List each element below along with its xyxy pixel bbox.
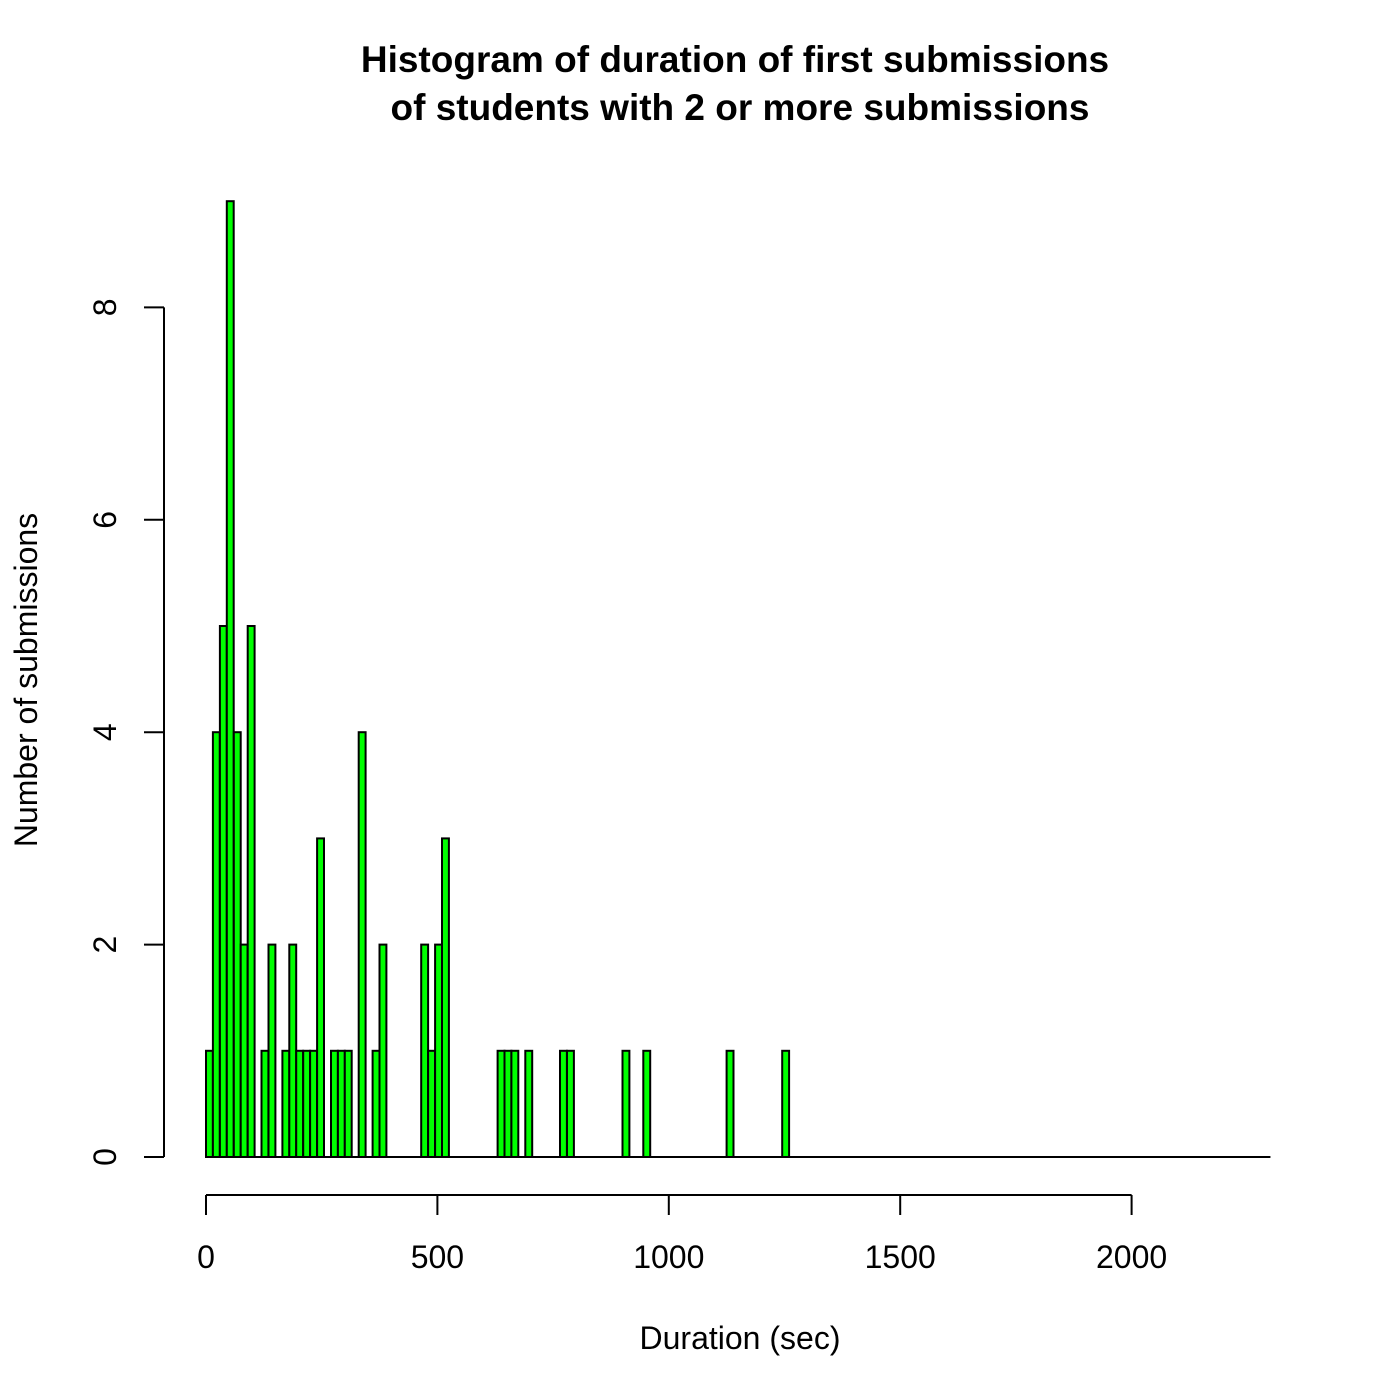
x-tick-label: 500 bbox=[411, 1239, 464, 1275]
x-tick-label: 1000 bbox=[633, 1239, 704, 1275]
x-tick-label: 2000 bbox=[1096, 1239, 1167, 1275]
histogram-bar bbox=[260, 1049, 270, 1159]
x-axis: 0 500 1000 1500 2000 bbox=[197, 1194, 1167, 1275]
histogram-bar bbox=[330, 1049, 339, 1159]
histogram-bar bbox=[343, 1049, 353, 1159]
y-tick-label: 2 bbox=[87, 936, 123, 954]
histogram-bar bbox=[218, 625, 228, 1158]
x-axis-label: Duration (sec) bbox=[640, 1320, 841, 1356]
histogram-bar bbox=[267, 943, 277, 1158]
histogram-bar bbox=[378, 943, 388, 1158]
histogram-bar bbox=[246, 625, 256, 1158]
histogram-bar bbox=[309, 1049, 319, 1159]
histogram-bar bbox=[725, 1049, 735, 1159]
histogram-bar bbox=[441, 837, 450, 1159]
chart-title-line-2: of students with 2 or more submissions bbox=[391, 87, 1090, 128]
histogram-bar bbox=[371, 1049, 381, 1159]
y-tick-label: 0 bbox=[87, 1148, 123, 1166]
histogram-bar bbox=[211, 731, 221, 1158]
histogram-bar bbox=[642, 1049, 652, 1159]
histogram-bar bbox=[621, 1049, 631, 1159]
histogram-bar bbox=[281, 1049, 291, 1159]
histogram-bar bbox=[239, 943, 249, 1158]
y-tick-label: 8 bbox=[87, 299, 123, 317]
histogram-bar bbox=[510, 1049, 520, 1159]
histogram-bar bbox=[496, 1049, 506, 1159]
y-axis-label: Number of submissions bbox=[8, 513, 44, 847]
histogram-bar bbox=[434, 943, 444, 1158]
histogram-bar bbox=[295, 1049, 305, 1159]
histogram-bar bbox=[316, 837, 326, 1159]
y-axis: 0 2 4 6 8 bbox=[87, 299, 165, 1166]
x-tick-label: 1500 bbox=[865, 1239, 936, 1275]
histogram-bar bbox=[205, 1049, 214, 1159]
histogram-bar bbox=[336, 1049, 346, 1159]
histogram-bar bbox=[302, 1049, 312, 1159]
histogram-bar bbox=[524, 1049, 534, 1159]
histogram-bar bbox=[427, 1049, 437, 1159]
x-tick-label: 0 bbox=[197, 1239, 215, 1275]
histogram-bar bbox=[288, 943, 298, 1158]
histogram-bar bbox=[781, 1049, 791, 1159]
histogram-bar bbox=[232, 731, 242, 1158]
histogram-bar bbox=[566, 1049, 575, 1159]
histogram-bar bbox=[225, 200, 235, 1158]
histogram-bar bbox=[559, 1049, 568, 1159]
y-tick-label: 4 bbox=[87, 723, 123, 741]
histogram-bar bbox=[503, 1049, 513, 1159]
chart-title-line-1: Histogram of duration of first submissio… bbox=[361, 39, 1109, 80]
histogram-bar bbox=[357, 731, 367, 1158]
y-tick-label: 6 bbox=[87, 511, 123, 529]
histogram-bar bbox=[420, 943, 430, 1158]
histogram-bars bbox=[205, 200, 791, 1159]
